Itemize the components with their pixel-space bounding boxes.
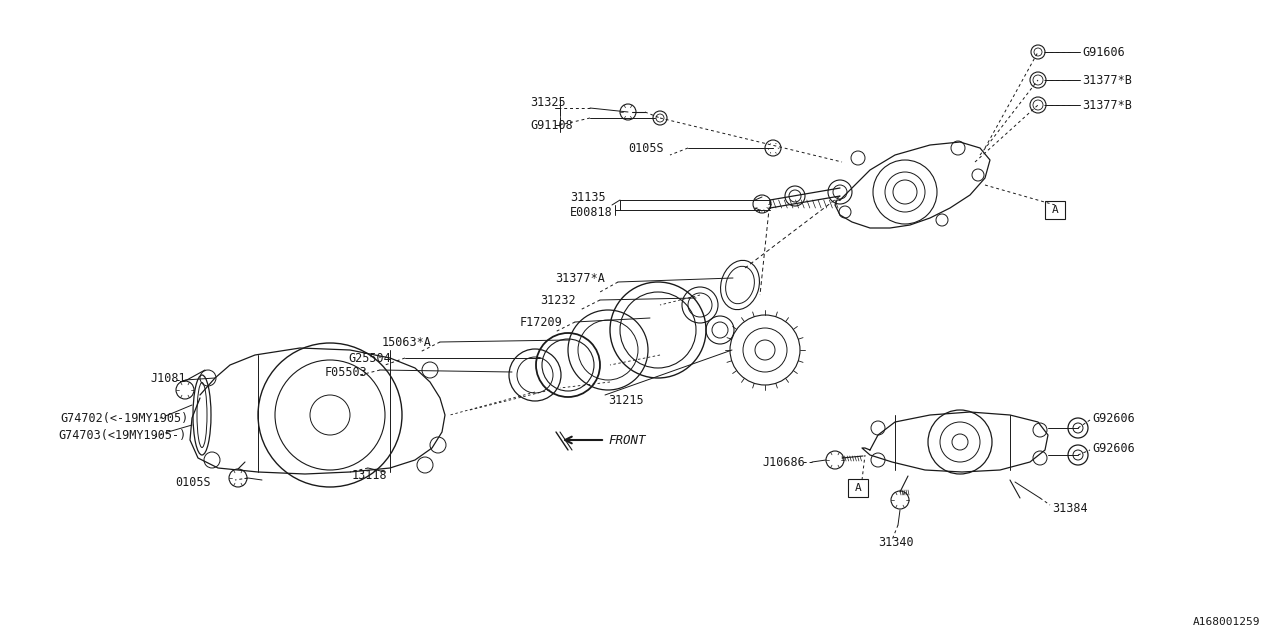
Text: G74702(<-19MY1905): G74702(<-19MY1905) — [60, 412, 188, 424]
Text: J1081: J1081 — [150, 371, 186, 385]
Text: 31384: 31384 — [1052, 502, 1088, 515]
Circle shape — [229, 469, 247, 487]
Circle shape — [1068, 445, 1088, 465]
Text: J10686: J10686 — [762, 456, 805, 468]
Text: 31135: 31135 — [570, 191, 605, 204]
Circle shape — [177, 381, 195, 399]
Circle shape — [753, 195, 771, 213]
Text: 31377*A: 31377*A — [556, 271, 605, 285]
Text: G91606: G91606 — [1082, 45, 1125, 58]
Text: 31377*B: 31377*B — [1082, 99, 1132, 111]
Circle shape — [620, 104, 636, 120]
Text: FRONT: FRONT — [608, 433, 645, 447]
Circle shape — [765, 140, 781, 156]
Text: F05503: F05503 — [325, 365, 367, 378]
Text: 31215: 31215 — [608, 394, 644, 406]
Text: G91108: G91108 — [530, 118, 572, 131]
Circle shape — [891, 491, 909, 509]
Text: 31325: 31325 — [530, 95, 566, 109]
Text: E00818: E00818 — [570, 205, 613, 218]
Circle shape — [826, 451, 844, 469]
Text: 31340: 31340 — [878, 536, 914, 548]
Text: F17209: F17209 — [520, 316, 563, 328]
Text: 31232: 31232 — [540, 294, 576, 307]
Circle shape — [1068, 418, 1088, 438]
Text: 0105S: 0105S — [175, 476, 211, 488]
Text: 15063*A: 15063*A — [381, 335, 431, 349]
Text: 0105S: 0105S — [628, 141, 663, 154]
Text: 13118: 13118 — [352, 468, 388, 481]
Text: G92606: G92606 — [1092, 442, 1135, 454]
Text: G25504: G25504 — [348, 351, 390, 365]
Text: 31377*B: 31377*B — [1082, 74, 1132, 86]
Text: A: A — [1052, 205, 1059, 215]
Text: A: A — [855, 483, 861, 493]
Text: G92606: G92606 — [1092, 412, 1135, 424]
Text: A168001259: A168001259 — [1193, 617, 1260, 627]
Text: G74703(<19MY1905-): G74703(<19MY1905-) — [58, 429, 187, 442]
